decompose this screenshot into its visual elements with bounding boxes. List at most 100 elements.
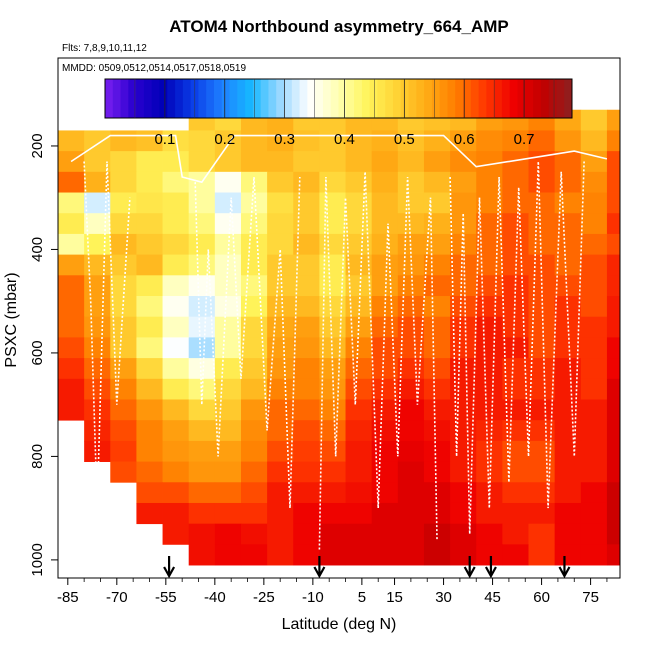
heat-cell bbox=[162, 378, 190, 400]
colorbar-swatch bbox=[252, 79, 262, 118]
heat-cell bbox=[606, 420, 621, 442]
heat-cell bbox=[580, 502, 608, 525]
flight-top-line bbox=[70, 134, 608, 184]
heat-cell bbox=[162, 254, 190, 276]
heat-cell bbox=[371, 192, 399, 214]
colorbar-tick-label: 0.6 bbox=[454, 131, 475, 148]
colorbar-swatch bbox=[424, 79, 433, 118]
heat-cell bbox=[84, 130, 111, 152]
colorbar-swatch bbox=[525, 79, 534, 118]
heat-cell bbox=[136, 440, 163, 462]
heat-cell bbox=[188, 440, 216, 462]
heat-cell bbox=[476, 378, 503, 400]
heat-cell bbox=[214, 378, 242, 400]
heat-cell bbox=[319, 482, 346, 504]
heat-cell bbox=[580, 213, 608, 235]
colorbar-swatch bbox=[408, 79, 417, 118]
colorbar-swatch bbox=[268, 79, 277, 118]
heat-cell bbox=[345, 171, 373, 193]
heat-cell bbox=[345, 420, 373, 442]
colorbar-swatch bbox=[385, 79, 394, 118]
heat-cell bbox=[84, 151, 111, 173]
heat-cell bbox=[423, 461, 451, 483]
heat-cell bbox=[214, 399, 242, 421]
heat-cell bbox=[214, 440, 242, 462]
heat-cell bbox=[319, 254, 346, 276]
flight-tracks bbox=[70, 134, 608, 550]
heat-cell bbox=[293, 151, 320, 173]
heat-cell bbox=[345, 192, 373, 214]
heat-cell bbox=[267, 461, 294, 483]
heat-cell bbox=[528, 296, 556, 318]
heat-cell bbox=[528, 378, 556, 400]
heat-cell bbox=[293, 337, 320, 359]
colorbar-swatch bbox=[276, 79, 285, 118]
heat-cell bbox=[345, 482, 373, 504]
heat-cell bbox=[450, 378, 477, 400]
heat-cell bbox=[476, 358, 503, 380]
colorbar-swatch bbox=[369, 79, 378, 118]
heat-cell bbox=[423, 296, 451, 318]
heat-cell bbox=[476, 296, 503, 318]
heat-cell bbox=[58, 337, 85, 359]
heat-cell bbox=[476, 130, 503, 152]
heat-cell bbox=[476, 233, 503, 256]
heat-cell bbox=[580, 254, 608, 276]
heat-cell bbox=[136, 358, 163, 380]
heat-cell bbox=[502, 482, 529, 504]
x-tick-label: -55 bbox=[155, 589, 177, 606]
heat-cell bbox=[240, 378, 268, 400]
heat-cell bbox=[240, 544, 268, 566]
heat-cell bbox=[476, 213, 503, 235]
heat-cell bbox=[188, 151, 216, 173]
heat-cell bbox=[240, 482, 268, 504]
colorbar-swatch bbox=[182, 79, 192, 118]
heat-cell bbox=[214, 192, 242, 214]
heat-cell bbox=[293, 275, 320, 297]
heat-cell bbox=[580, 420, 608, 442]
heat-cell bbox=[580, 233, 608, 256]
heat-cell bbox=[528, 233, 556, 256]
chart-title: ATOM4 Northbound asymmetry_664_AMP bbox=[169, 17, 508, 36]
heat-cell bbox=[554, 337, 582, 359]
heat-cell bbox=[476, 254, 503, 276]
heat-cell bbox=[58, 130, 85, 152]
colorbar-frame bbox=[104, 78, 573, 119]
heat-cell bbox=[371, 440, 399, 462]
heat-cell bbox=[371, 358, 399, 380]
colorbar-swatch bbox=[478, 79, 487, 118]
colorbar-swatch bbox=[159, 79, 168, 118]
heat-cell bbox=[450, 151, 477, 173]
heat-cell bbox=[136, 399, 163, 421]
heat-cell bbox=[371, 420, 399, 442]
heat-cell bbox=[502, 502, 529, 525]
heat-cell bbox=[188, 461, 216, 483]
heat-cell bbox=[580, 192, 608, 214]
colorbar-swatch bbox=[206, 79, 215, 118]
heat-cell bbox=[267, 316, 294, 338]
heat-cell bbox=[397, 378, 425, 400]
x-tick-label: 75 bbox=[582, 589, 599, 606]
heat-cell bbox=[319, 544, 346, 566]
heat-cell bbox=[214, 213, 242, 235]
heat-cell bbox=[580, 296, 608, 318]
heat-cell bbox=[423, 440, 451, 462]
colorbar-swatch bbox=[361, 79, 371, 118]
heat-cell bbox=[84, 192, 111, 214]
dates-label: MMDD: 0509,0512,0514,0517,0518,0519 bbox=[62, 63, 246, 74]
heat-cell bbox=[110, 254, 137, 276]
heat-cell bbox=[345, 523, 373, 545]
colorbar-swatch bbox=[198, 79, 207, 118]
heat-cell bbox=[136, 337, 163, 359]
colorbar-swatch bbox=[463, 79, 472, 118]
heat-cell bbox=[162, 316, 190, 338]
axes: -85 -70 -55 -40 -25 -10 5 15 30 45 60 75 200 400 600 80… bbox=[29, 57, 621, 606]
heat-cell bbox=[293, 420, 320, 442]
heat-cell bbox=[240, 233, 268, 256]
colorbar-swatch bbox=[564, 79, 573, 118]
heat-cell bbox=[84, 399, 111, 421]
colorbar-swatch bbox=[533, 79, 542, 118]
heat-cell bbox=[423, 192, 451, 214]
colorbar-swatch bbox=[346, 79, 355, 118]
heat-cell bbox=[188, 502, 216, 525]
